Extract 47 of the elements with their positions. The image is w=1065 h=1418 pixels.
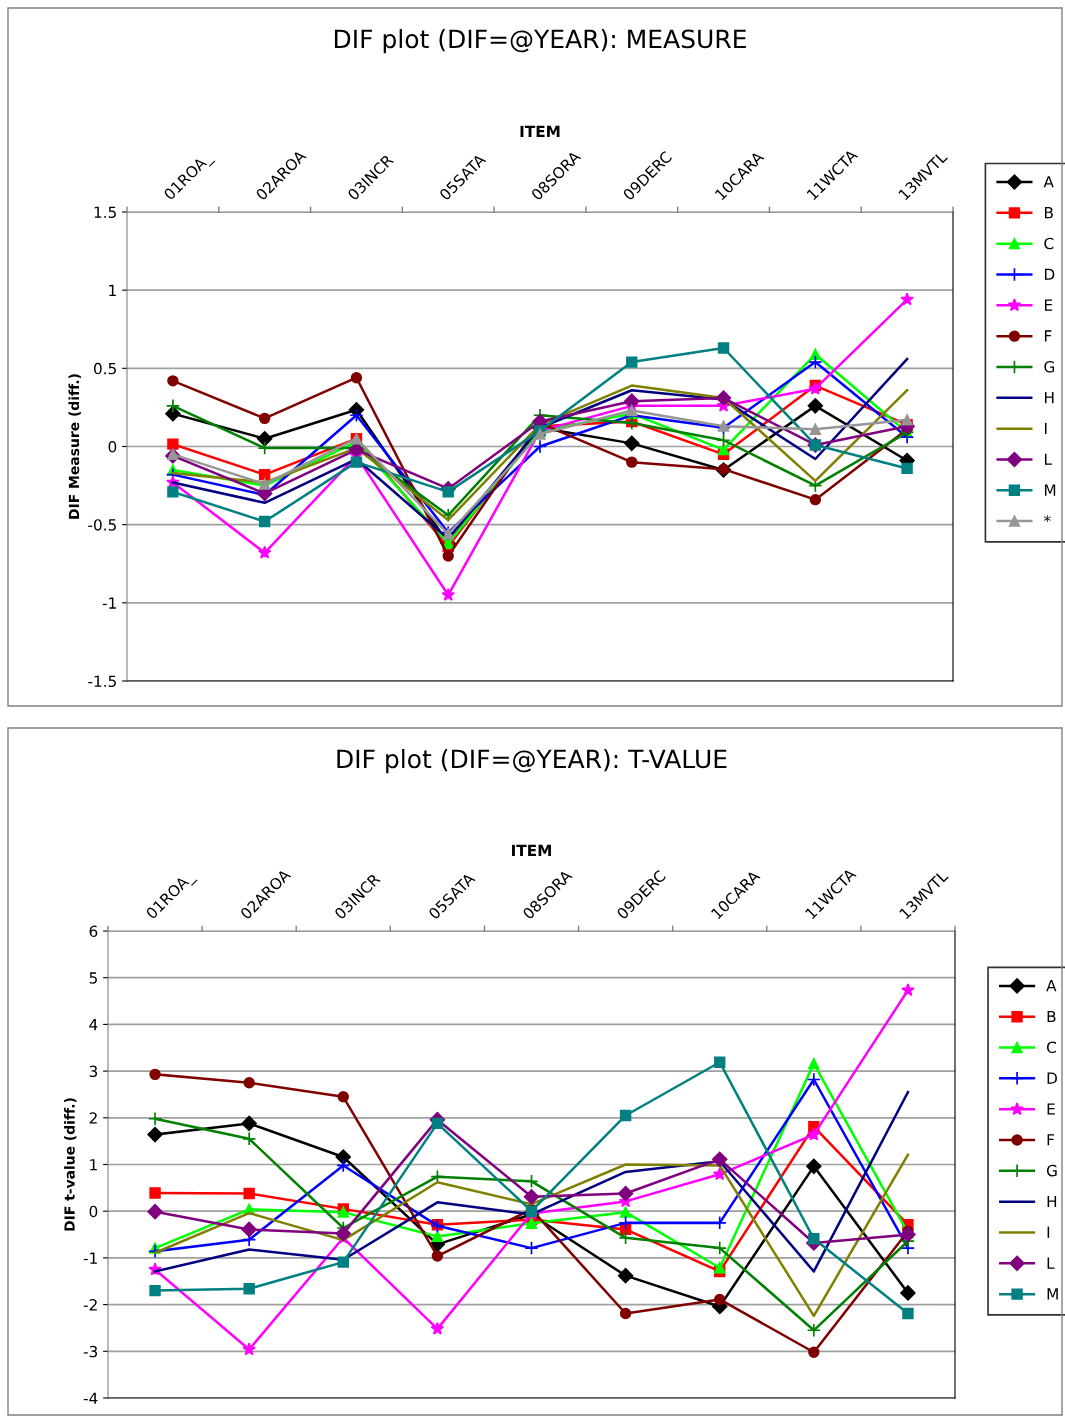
y-tick-label: 5	[89, 972, 97, 984]
legend-label: L	[1044, 453, 1052, 465]
legend-label: M	[1044, 484, 1056, 496]
y-tick-label: -3	[83, 1345, 98, 1358]
x-axis-title: ITEM	[520, 125, 560, 137]
legend-label: A	[1043, 176, 1054, 188]
legend-label: G	[1044, 360, 1055, 373]
legend-label: L	[1047, 1257, 1055, 1269]
y-tick-label: 1.5	[94, 206, 116, 219]
y-tick-label: 3	[89, 1065, 98, 1078]
y-tick-label: -1	[83, 1252, 97, 1264]
y-tick-label: 0	[108, 440, 117, 453]
x-axis-title: ITEM	[512, 844, 551, 856]
y-tick-label: -1.5	[88, 675, 116, 688]
legend-label: G	[1046, 1164, 1057, 1177]
y-tick-label: 1	[90, 1159, 97, 1171]
legend-label: F	[1047, 1134, 1054, 1146]
legend-label: C	[1046, 1041, 1056, 1054]
legend-label: F	[1044, 330, 1052, 342]
legend-label: E	[1047, 1103, 1055, 1115]
y-tick-label: -4	[83, 1392, 98, 1404]
legend-label: *	[1043, 515, 1051, 523]
legend-label: B	[1044, 207, 1053, 219]
y-tick-label: -2	[83, 1299, 97, 1311]
y-tick-label: 0.5	[93, 362, 116, 375]
legend-label: H	[1047, 1195, 1057, 1208]
legend-label: M	[1047, 1288, 1058, 1300]
y-axis-title: DIF Measure (diff.)	[68, 374, 81, 519]
chart-title: DIF plot (DIF=@YEAR): MEASURE	[334, 29, 746, 54]
chart-title: DIF plot (DIF=@YEAR): T-VALUE	[337, 749, 727, 774]
legend-label: I	[1044, 422, 1047, 434]
y-tick-label: 2	[89, 1112, 97, 1124]
legend-label: H	[1044, 392, 1054, 404]
y-tick-label: -1	[102, 597, 116, 609]
legend-label: E	[1044, 299, 1053, 311]
legend-label: D	[1044, 268, 1055, 280]
legend-label: A	[1046, 980, 1057, 992]
legend-label: D	[1047, 1072, 1057, 1084]
y-axis-title: DIF t-value (diff.)	[64, 1098, 77, 1231]
y-tick-label: -0.5	[88, 519, 116, 531]
y-tick-label: 0	[89, 1205, 98, 1218]
y-tick-label: 1	[109, 284, 116, 296]
y-tick-label: 6	[89, 925, 98, 938]
legend-label: C	[1044, 237, 1054, 250]
legend-label: B	[1047, 1010, 1056, 1023]
legend-label: I	[1047, 1226, 1050, 1238]
y-tick-label: 4	[89, 1019, 98, 1031]
